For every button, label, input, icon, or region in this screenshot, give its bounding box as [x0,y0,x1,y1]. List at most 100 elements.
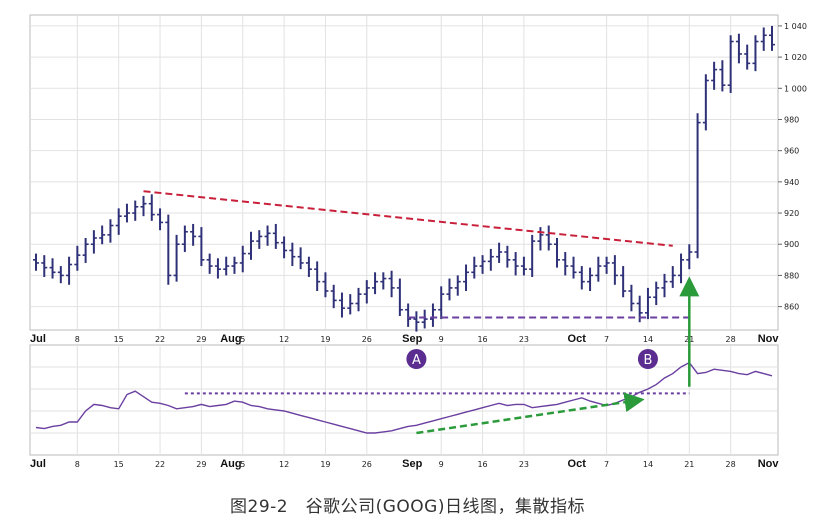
date-label: 21 [684,460,694,469]
badge-circle [637,349,658,369]
price-tick-label: 920 [784,209,799,218]
date-label: 5 [240,335,245,344]
price-tick-label: 940 [784,178,799,187]
price-bar [686,244,693,270]
price-bar [661,273,668,298]
price-bar [140,195,147,217]
price-bar [148,194,155,221]
price-bar [644,287,651,320]
date-label: 22 [155,460,165,469]
price-bar [330,284,337,309]
date-label: 16 [477,460,487,469]
date-label: 7 [604,460,609,469]
price-bar [380,272,387,290]
price-bar [181,225,188,253]
date-label: 16 [477,335,487,344]
badge-circle [406,349,427,369]
price-bar [537,227,544,251]
date-label: 29 [196,335,206,344]
price-bar [272,223,279,249]
label-badge: A [406,349,427,369]
price-bar [711,61,718,90]
date-label: 15 [114,460,124,469]
date-label: 15 [114,335,124,344]
indicator-frame [29,344,779,456]
price-bar [529,234,536,277]
date-label: 9 [439,335,444,344]
price-bar [289,242,296,267]
price-tick-label: 980 [784,115,799,124]
price-bar [628,284,635,312]
price-bar [553,237,560,268]
price-bar [545,225,552,251]
price-bar [520,256,527,276]
date-label: Aug [220,333,241,345]
date-label: 12 [279,335,289,344]
date-label: 14 [643,460,653,469]
price-bar [719,60,726,92]
price-bar [198,227,205,267]
date-label: 8 [75,460,80,469]
date-label: 28 [726,335,736,344]
price-panel: 860 880 900 920 940 960 980 1 000 1 020 1 040 Jul 8… [29,14,807,345]
price-bar [355,287,362,312]
price-bar [90,230,97,254]
price-bar [388,270,395,298]
price-bar [471,256,478,279]
price-bar [694,113,701,259]
price-bar [595,256,602,282]
badge-letter: B [643,353,652,368]
price-bar [305,256,312,277]
price-bar [413,311,420,332]
price-bar [57,266,64,284]
date-label: Oct [568,333,587,345]
date-label: Aug [220,458,241,470]
price-tick-label: 860 [784,303,799,312]
price-bar [74,245,81,271]
price-bar [165,214,172,285]
price-bar [99,225,106,245]
date-label: 26 [362,460,372,469]
goog-chart: 860 880 900 920 940 960 980 1 000 1 020 1 040 Jul 8… [29,14,807,470]
price-bar [446,278,453,301]
price-bar [41,255,48,277]
price-bar [372,272,379,295]
price-bar [132,200,139,221]
price-bar [578,266,585,290]
price-bar [281,236,288,259]
price-bar [256,230,263,249]
date-label: 12 [279,460,289,469]
date-label: 8 [75,335,80,344]
annotation-trendline [143,190,673,247]
price-bar [347,294,354,315]
price-bar [214,258,221,279]
price-bar [123,203,130,223]
price-tick-label: 880 [784,271,799,280]
price-bar [82,237,89,263]
price-bar [405,303,412,327]
price-bar [769,25,775,51]
price-bar [487,248,494,271]
price-bar [735,33,742,64]
price-bar [190,223,197,246]
price-bar [49,258,56,279]
date-label: 7 [604,335,609,344]
price-bar [206,253,213,274]
price-bar [570,256,577,279]
price-bar [744,44,751,70]
price-bar [429,303,436,327]
price-bar [611,255,618,285]
price-bar [620,266,627,298]
date-label: 9 [439,460,444,469]
price-bar [107,219,114,243]
price-tick-label: 960 [784,147,799,156]
date-label: 22 [155,335,165,344]
label-badge: B [637,349,658,369]
ad-indicator-line [35,361,773,434]
date-label: 14 [643,335,653,344]
date-label: 19 [320,460,330,469]
price-bar [727,35,734,93]
price-bar [562,252,569,276]
price-bar [512,252,519,276]
